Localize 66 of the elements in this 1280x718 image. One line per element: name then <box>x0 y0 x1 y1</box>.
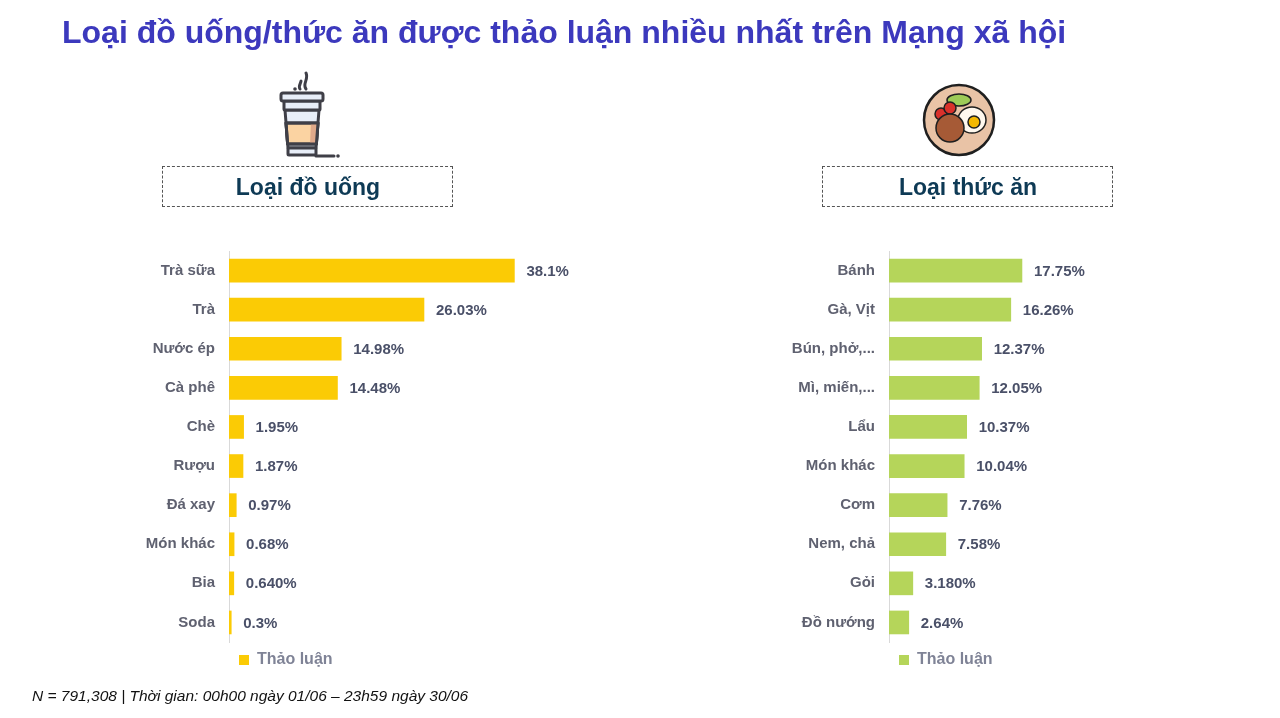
y-tick-label: Cơm <box>840 495 875 513</box>
bar <box>889 532 947 557</box>
data-label: 14.98% <box>353 339 405 357</box>
bar <box>889 454 965 478</box>
bar <box>889 571 914 596</box>
bar <box>889 297 1012 322</box>
y-tick-label: Gỏi <box>850 573 875 591</box>
data-label: 7.76% <box>959 496 1002 514</box>
bar <box>229 493 237 517</box>
bar <box>229 376 338 400</box>
y-tick-label: Trà <box>192 299 216 317</box>
y-tick-label: Bia <box>191 573 216 591</box>
y-tick-label: Mì, miến,... <box>798 377 875 395</box>
data-label: 0.97% <box>248 496 291 514</box>
y-tick-label: Chè <box>186 417 215 435</box>
bar <box>889 258 1023 283</box>
y-tick-label: Bún, phở,... <box>791 338 875 356</box>
data-label: 38.1% <box>526 261 569 279</box>
bar <box>889 493 948 517</box>
data-label: 10.04% <box>976 457 1028 475</box>
bar <box>229 610 232 635</box>
data-label: 14.48% <box>349 378 401 396</box>
bar <box>229 297 425 322</box>
y-tick-label: Bánh <box>837 260 875 278</box>
y-tick-label: Món khác <box>145 534 215 552</box>
data-label: 0.640% <box>245 574 297 592</box>
data-label: 1.95% <box>255 418 299 436</box>
y-tick-label: Gà, Vịt <box>827 299 875 317</box>
data-label: 16.26% <box>1022 300 1074 318</box>
bar <box>229 336 342 361</box>
data-label: 12.05% <box>991 378 1043 396</box>
legend-label: Thảo luận <box>257 650 333 668</box>
data-label: 2.64% <box>920 613 964 631</box>
chart-subtitle: Loại đồ uống <box>235 173 381 201</box>
bar <box>229 415 244 439</box>
data-label: 0.68% <box>246 535 289 553</box>
y-tick-label: Món khác <box>805 456 875 474</box>
bar <box>229 532 235 557</box>
bar <box>889 336 982 361</box>
data-label: 17.75% <box>1033 261 1085 279</box>
y-tick-label: Đá xay <box>166 495 216 513</box>
y-tick-label: Nước ép <box>152 338 215 356</box>
data-label: 0.3% <box>243 613 278 631</box>
chart-subtitle: Loại thức ăn <box>898 173 1038 201</box>
y-tick-label: Trà sữa <box>160 260 216 278</box>
data-label: 10.37% <box>978 418 1030 436</box>
bar <box>229 258 515 283</box>
y-tick-label: Lẩu <box>848 417 875 435</box>
bar <box>229 454 244 478</box>
bar <box>889 376 980 400</box>
data-label: 12.37% <box>993 339 1045 357</box>
y-tick-label: Nem, chả <box>808 534 876 552</box>
bar <box>229 571 235 596</box>
data-label: 7.58% <box>957 535 1001 553</box>
y-tick-label: Cà phê <box>164 377 215 395</box>
bar <box>889 610 910 635</box>
bar <box>889 415 968 439</box>
chart-title: Loại đồ uống/thức ăn được thảo luận nhiều nhất trên Mạng xã hội <box>62 14 1067 51</box>
y-tick-label: Soda <box>178 612 216 630</box>
legend-label: Thảo luận <box>917 650 993 668</box>
data-label: 1.87% <box>255 457 298 475</box>
data-label: 26.03% <box>435 300 487 318</box>
data-label: 3.180% <box>924 574 976 592</box>
y-tick-label: Rượu <box>173 456 215 474</box>
y-tick-label: Đồ nướng <box>801 612 875 630</box>
text: N = 791,308 | Thời gian: 00h00 ngày 01/06 – 23h59 ngày 30/06 <box>32 687 469 705</box>
